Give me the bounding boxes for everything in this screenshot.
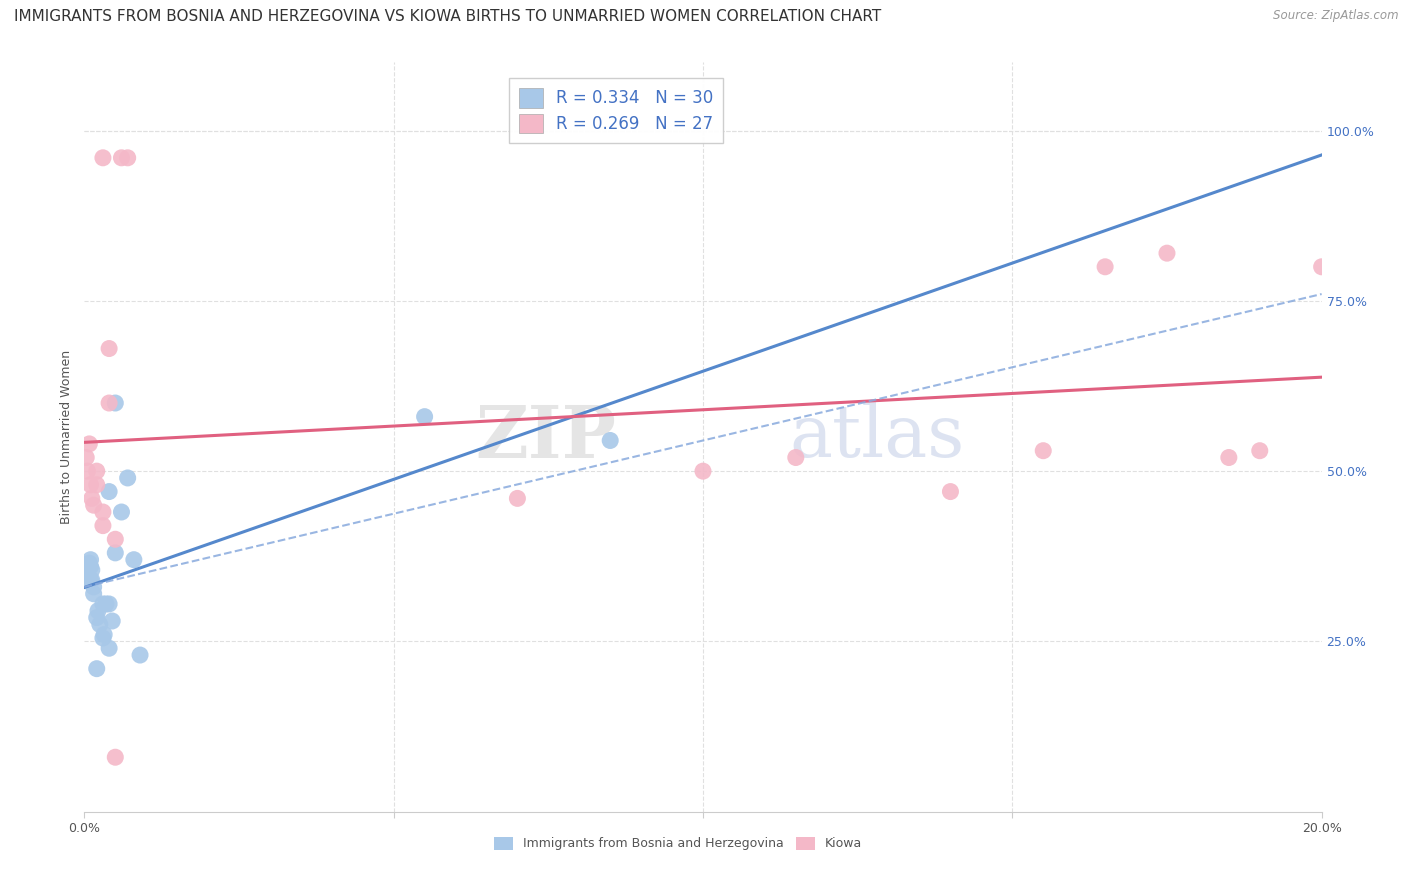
- Point: [98, 396, 121, 410]
- Point: [98, 342, 121, 356]
- Point: [75, 450, 97, 465]
- Point: [692, 464, 714, 478]
- Point: [79, 556, 101, 570]
- Y-axis label: Births to Unmarried Women: Births to Unmarried Women: [60, 350, 73, 524]
- Point: [83, 580, 105, 594]
- Point: [79, 573, 101, 587]
- Point: [599, 434, 621, 448]
- Point: [86, 610, 108, 624]
- Point: [98, 597, 121, 611]
- Point: [939, 484, 962, 499]
- Point: [79, 559, 101, 574]
- Point: [104, 533, 127, 547]
- Point: [91, 597, 114, 611]
- Point: [785, 450, 807, 465]
- Point: [79, 552, 101, 566]
- Point: [129, 648, 152, 662]
- Point: [1218, 450, 1240, 465]
- Point: [79, 477, 101, 491]
- Point: [1310, 260, 1333, 274]
- Point: [1094, 260, 1116, 274]
- Point: [1249, 443, 1271, 458]
- Point: [80, 563, 103, 577]
- Point: [75, 563, 97, 577]
- Point: [413, 409, 436, 424]
- Point: [101, 614, 124, 628]
- Point: [87, 604, 110, 618]
- Point: [91, 631, 114, 645]
- Point: [86, 477, 108, 491]
- Point: [80, 573, 103, 587]
- Point: [79, 437, 101, 451]
- Point: [1156, 246, 1178, 260]
- Text: atlas: atlas: [790, 401, 965, 473]
- Point: [91, 518, 114, 533]
- Point: [94, 597, 117, 611]
- Point: [91, 505, 114, 519]
- Point: [110, 151, 132, 165]
- Point: [83, 498, 105, 512]
- Point: [80, 491, 103, 506]
- Text: ZIP: ZIP: [475, 401, 616, 473]
- Point: [104, 750, 127, 764]
- Point: [104, 546, 127, 560]
- Point: [98, 484, 121, 499]
- Point: [91, 151, 114, 165]
- Point: [104, 396, 127, 410]
- Text: Source: ZipAtlas.com: Source: ZipAtlas.com: [1274, 9, 1399, 22]
- Point: [76, 570, 98, 584]
- Point: [110, 505, 132, 519]
- Point: [98, 641, 121, 656]
- Point: [86, 464, 108, 478]
- Point: [1032, 443, 1054, 458]
- Point: [89, 617, 111, 632]
- Point: [117, 471, 139, 485]
- Legend: Immigrants from Bosnia and Herzegovina, Kiowa: Immigrants from Bosnia and Herzegovina, …: [491, 833, 866, 855]
- Point: [93, 627, 115, 641]
- Point: [506, 491, 529, 506]
- Point: [76, 464, 98, 478]
- Point: [86, 662, 108, 676]
- Point: [122, 552, 145, 566]
- Text: IMMIGRANTS FROM BOSNIA AND HERZEGOVINA VS KIOWA BIRTHS TO UNMARRIED WOMEN CORREL: IMMIGRANTS FROM BOSNIA AND HERZEGOVINA V…: [14, 9, 882, 24]
- Point: [117, 151, 139, 165]
- Point: [83, 587, 105, 601]
